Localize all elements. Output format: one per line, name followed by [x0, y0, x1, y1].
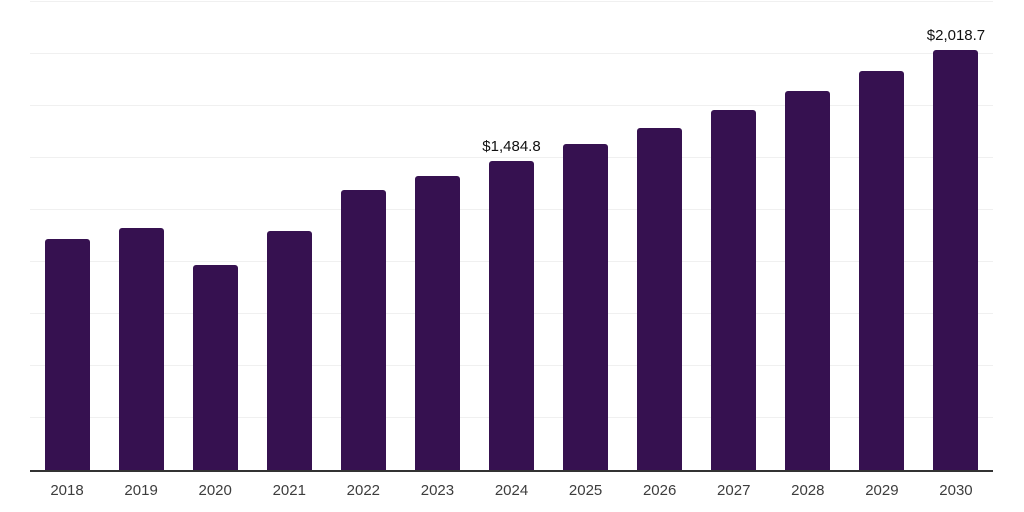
data-label-2024: $1,484.8 — [482, 138, 541, 156]
gridline-2000 — [30, 53, 993, 54]
x-tick-2026: 2026 — [642, 482, 677, 499]
x-tick-2019: 2019 — [124, 482, 158, 499]
x-tick-2025: 2025 — [568, 482, 603, 499]
gridline-2250 — [30, 1, 993, 2]
bar-2028[interactable] — [785, 91, 831, 470]
x-tick-2027: 2027 — [717, 482, 751, 499]
x-tick-2023: 2023 — [420, 482, 455, 499]
bar-2021[interactable] — [266, 230, 312, 470]
bar-2027[interactable] — [711, 110, 757, 470]
bar-2023[interactable] — [414, 175, 460, 470]
x-tick-2030: 2030 — [939, 482, 973, 499]
plot-area: $1,484.8 $2,018.7 — [30, 1, 993, 472]
bar-2024[interactable] — [489, 161, 534, 470]
x-tick-2028: 2028 — [791, 482, 825, 499]
x-tick-2020: 2020 — [198, 482, 232, 499]
bar-2020[interactable] — [192, 265, 238, 470]
bar-2018[interactable] — [44, 239, 90, 470]
bar-2022[interactable] — [340, 190, 386, 470]
gridline-1750 — [30, 105, 993, 106]
bar-2030[interactable] — [933, 50, 979, 470]
x-tick-2018: 2018 — [50, 482, 84, 499]
gridline-1500 — [30, 157, 993, 158]
bar-2025[interactable] — [563, 144, 609, 470]
data-label-2030: $2,018.7 — [926, 27, 986, 45]
x-tick-2022: 2022 — [346, 482, 381, 499]
bar-2026[interactable] — [637, 127, 683, 470]
x-tick-2024: 2024 — [494, 482, 529, 499]
x-tick-2021: 2021 — [272, 482, 306, 499]
bar-2019[interactable] — [118, 227, 164, 470]
bar-2029[interactable] — [859, 70, 905, 470]
x-tick-2029: 2029 — [865, 482, 899, 499]
x-axis-tick-labels: 2018 2019 2020 2021 2022 2023 2024 2025 2026 2027… — [30, 482, 993, 499]
